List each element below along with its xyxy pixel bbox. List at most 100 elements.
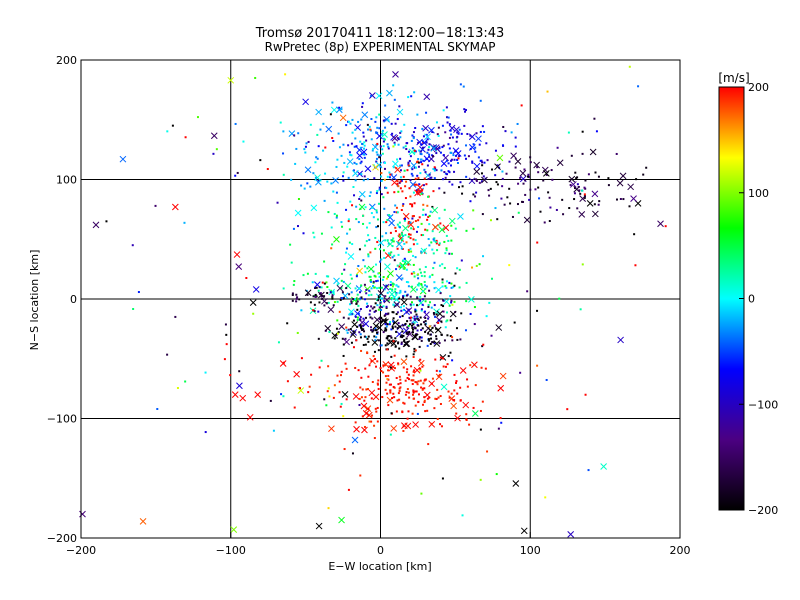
data-point <box>364 343 367 346</box>
data-point <box>414 166 417 169</box>
data-point <box>336 319 339 322</box>
data-point-x <box>442 224 450 232</box>
data-point <box>366 305 369 308</box>
data-point <box>422 159 425 162</box>
data-point-x <box>423 93 431 101</box>
data-point <box>343 268 346 271</box>
data-point <box>427 177 430 180</box>
data-point <box>475 179 478 182</box>
data-point <box>412 390 415 393</box>
data-point <box>424 213 427 216</box>
data-point <box>363 265 366 268</box>
data-point <box>402 175 405 178</box>
data-point <box>414 177 417 180</box>
data-point <box>358 331 361 334</box>
data-point <box>438 264 441 267</box>
data-point <box>474 146 477 149</box>
data-point <box>414 239 417 242</box>
data-point <box>411 205 414 208</box>
data-point <box>332 190 335 193</box>
data-point <box>444 365 447 368</box>
data-point <box>628 205 631 208</box>
data-point <box>326 285 329 288</box>
data-point <box>449 351 452 354</box>
data-point <box>302 232 305 235</box>
data-point <box>566 408 569 411</box>
data-point <box>428 214 431 217</box>
data-point <box>415 381 418 384</box>
data-point <box>363 399 366 402</box>
data-point <box>362 328 365 331</box>
data-point <box>442 365 445 368</box>
data-point <box>428 153 431 156</box>
data-point <box>409 303 412 306</box>
data-point <box>378 275 381 278</box>
data-point <box>407 410 410 413</box>
data-point <box>489 219 492 222</box>
data-point <box>406 326 409 329</box>
data-point <box>478 263 481 266</box>
data-point <box>332 139 335 142</box>
data-point <box>444 176 447 179</box>
data-point <box>361 214 364 217</box>
data-point-x <box>362 320 370 328</box>
data-point <box>386 323 389 326</box>
data-point <box>417 393 420 396</box>
data-point <box>378 156 381 159</box>
data-point <box>374 236 377 239</box>
data-point <box>340 272 343 275</box>
data-point <box>428 146 431 149</box>
data-point <box>549 206 552 209</box>
data-point <box>374 309 377 312</box>
data-point <box>397 285 400 288</box>
data-point <box>519 371 522 374</box>
data-point-x <box>586 200 594 207</box>
data-point <box>306 293 309 296</box>
data-point <box>373 310 376 313</box>
data-point <box>376 333 379 336</box>
data-point <box>286 380 289 383</box>
data-point <box>392 283 395 286</box>
data-point <box>196 116 199 119</box>
data-point <box>423 401 426 404</box>
data-point <box>372 355 375 358</box>
data-point <box>579 192 582 195</box>
data-point <box>411 383 414 386</box>
data-point-x <box>327 306 335 313</box>
data-point <box>415 313 418 316</box>
data-point <box>456 267 459 270</box>
data-point-x <box>454 414 461 422</box>
data-point <box>409 295 412 298</box>
data-point <box>385 305 388 308</box>
data-point <box>346 165 349 168</box>
data-point <box>351 118 354 121</box>
data-point <box>400 306 403 309</box>
data-point <box>386 378 389 381</box>
data-point <box>438 187 441 190</box>
data-point-x <box>416 184 424 191</box>
data-point <box>389 335 392 338</box>
data-point-x <box>630 195 637 202</box>
data-point <box>166 353 169 356</box>
data-point <box>460 259 463 262</box>
data-point-x <box>617 336 624 344</box>
data-point <box>570 154 573 157</box>
data-point <box>381 129 384 132</box>
data-point <box>312 172 315 175</box>
data-point <box>402 429 405 432</box>
data-point-x <box>473 168 481 175</box>
data-point <box>472 209 475 212</box>
data-point <box>359 146 362 149</box>
data-point <box>315 156 318 159</box>
data-point <box>314 295 317 298</box>
data-point <box>417 318 420 321</box>
data-point <box>403 294 406 297</box>
data-point <box>573 198 576 201</box>
data-point <box>317 337 320 340</box>
data-point-x <box>354 310 361 317</box>
data-point <box>367 128 370 131</box>
data-point <box>428 289 431 292</box>
data-point <box>409 237 412 240</box>
data-point <box>368 313 371 316</box>
data-point <box>436 417 439 420</box>
